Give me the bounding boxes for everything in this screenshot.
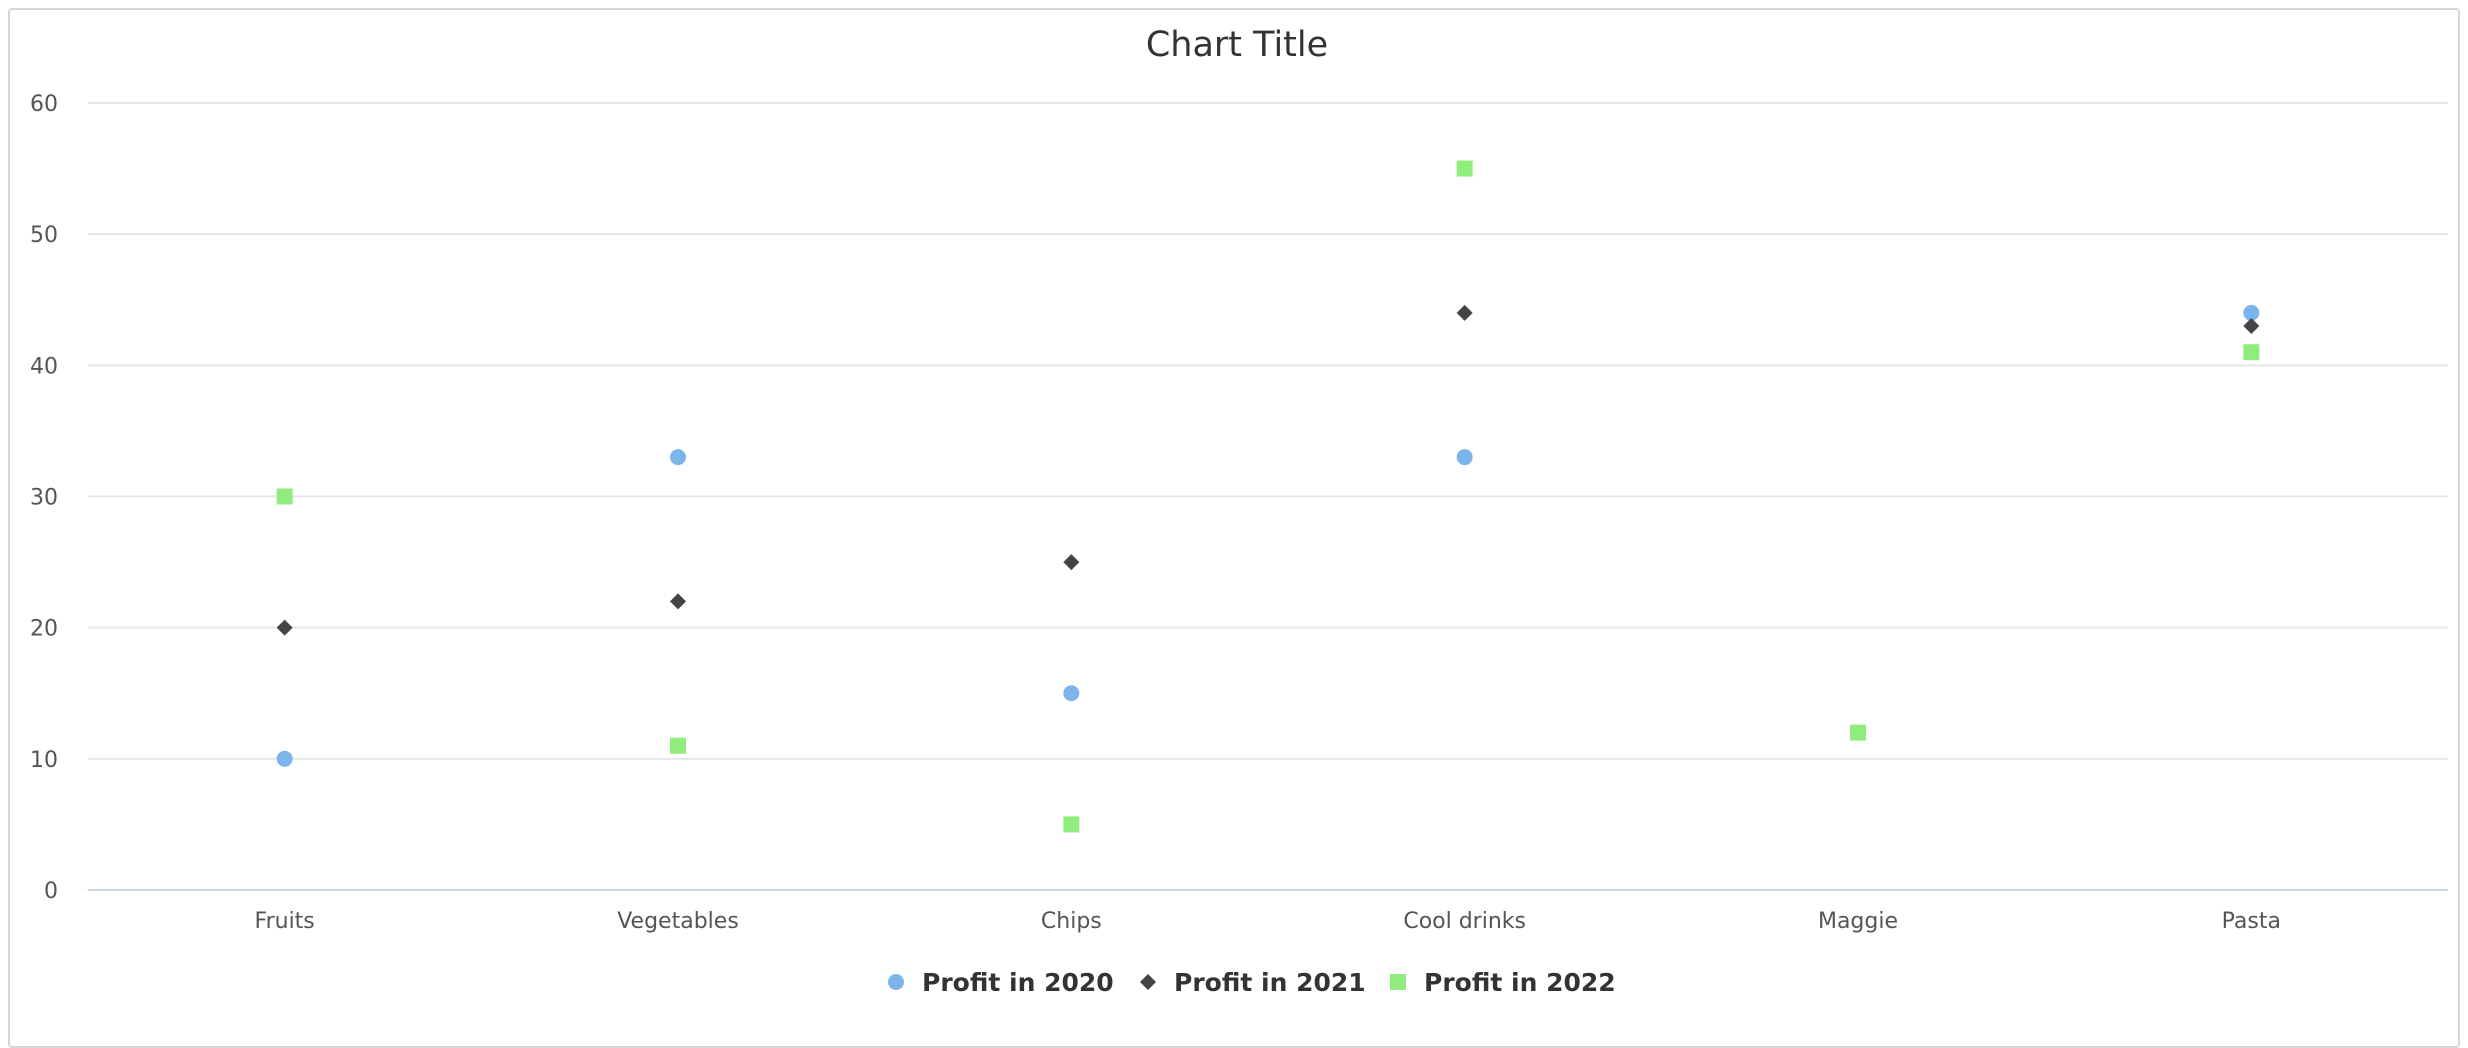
point-series-2-vegetables[interactable] <box>670 593 686 610</box>
y-tick-label: 10 <box>30 748 58 773</box>
chart-frame <box>8 8 2460 1048</box>
legend[interactable]: Profit in 2020 Profit in 2021 Profit in 20… <box>888 968 1616 997</box>
point-series-3-vegetables[interactable] <box>670 737 686 754</box>
legend-marker-circle-icon[interactable] <box>888 974 904 990</box>
legend-label: Profit in 2022 <box>1424 968 1616 997</box>
x-axis-ticks: Fruits Vegetables Chips Cool drinks Maggie Pa… <box>255 909 2281 934</box>
y-tick-label: 30 <box>30 486 58 511</box>
y-tick-label: 50 <box>30 223 58 248</box>
grid-lines <box>88 102 2448 891</box>
x-tick-label: Pasta <box>2222 909 2281 934</box>
y-tick-label: 40 <box>30 354 58 379</box>
y-tick-label: 60 <box>30 92 58 117</box>
legend-item-1[interactable]: Profit in 2020 <box>888 968 1114 997</box>
point-series-1-chips[interactable] <box>1063 685 1080 702</box>
legend-label: Profit in 2021 <box>1174 968 1366 997</box>
chart-title: Chart Title <box>1146 25 1328 65</box>
point-series-1-fruits[interactable] <box>276 750 293 767</box>
point-series-3-fruits[interactable] <box>276 488 293 505</box>
y-tick-label: 0 <box>44 879 58 904</box>
y-tick-label: 20 <box>30 617 58 642</box>
x-tick-label: Chips <box>1041 909 1102 934</box>
legend-marker-square-icon[interactable] <box>1390 974 1406 990</box>
point-series-3-maggie[interactable] <box>1850 724 1866 741</box>
point-series-1-pasta[interactable] <box>2243 304 2260 321</box>
x-tick-label: Vegetables <box>617 909 739 934</box>
y-axis-ticks: 0 10 20 30 40 50 60 <box>30 92 58 904</box>
legend-item-2[interactable]: Profit in 2021 <box>1140 968 1366 997</box>
point-series-3-cool-drinks[interactable] <box>1456 160 1473 177</box>
point-series-3-chips[interactable] <box>1063 816 1080 833</box>
point-series-1-cool-drinks[interactable] <box>1456 449 1473 466</box>
x-tick-label: Fruits <box>255 909 315 934</box>
data-points <box>276 160 2260 833</box>
legend-item-3[interactable]: Profit in 2022 <box>1390 968 1616 997</box>
legend-label: Profit in 2020 <box>922 968 1114 997</box>
point-series-2-chips[interactable] <box>1063 554 1080 571</box>
point-series-2-pasta[interactable] <box>2243 317 2260 334</box>
legend-marker-diamond-icon[interactable] <box>1140 974 1156 990</box>
point-series-3-pasta[interactable] <box>2243 344 2260 361</box>
x-tick-label: Maggie <box>1818 909 1898 934</box>
point-series-2-cool-drinks[interactable] <box>1456 304 1473 321</box>
point-series-1-vegetables[interactable] <box>670 449 686 466</box>
point-series-2-fruits[interactable] <box>276 619 293 636</box>
x-tick-label: Cool drinks <box>1403 909 1526 934</box>
